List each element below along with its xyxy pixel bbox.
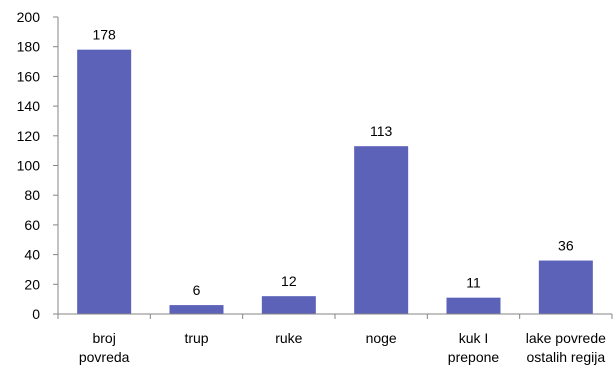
data-label: 113	[370, 123, 393, 139]
x-category-label: lake povrede	[526, 330, 606, 346]
data-label: 12	[281, 273, 297, 289]
y-tick-label: 20	[24, 276, 40, 292]
bar	[446, 297, 501, 314]
x-category-label: povreda	[79, 349, 130, 365]
bar	[77, 49, 132, 315]
y-tick-label: 60	[24, 217, 40, 233]
data-label: 178	[92, 27, 116, 43]
y-tick-label: 200	[17, 9, 41, 25]
x-category-label: noge	[366, 330, 397, 346]
y-tick-label: 160	[17, 68, 41, 84]
x-category-label: kuk I	[459, 330, 489, 346]
x-category-label: ruke	[275, 330, 302, 346]
bar	[538, 260, 593, 314]
y-tick-label: 180	[17, 39, 41, 55]
bar	[169, 305, 224, 314]
y-axis: 0 20 40 60 80 100 120 140 160 180 200	[17, 9, 59, 322]
x-category-label: ostalih regija	[527, 349, 606, 365]
y-tick-label: 100	[17, 158, 41, 174]
y-tick-label: 120	[17, 128, 41, 144]
data-label: 6	[193, 282, 201, 298]
x-category-label: broj	[92, 330, 115, 346]
x-axis: broj povreda trup ruke noge kuk I prepone lake …	[57, 313, 613, 365]
bar	[261, 296, 316, 314]
y-tick-label: 0	[32, 306, 40, 322]
bar	[354, 146, 409, 314]
x-category-label: prepone	[448, 349, 500, 365]
y-tick-label: 40	[24, 247, 40, 263]
bars-group: 178 6 12 113 11 36	[77, 27, 593, 315]
x-category-label: trup	[184, 330, 208, 346]
y-tick-label: 80	[24, 187, 40, 203]
data-label: 36	[558, 238, 574, 254]
data-label: 11	[466, 275, 481, 291]
y-tick-label: 140	[17, 98, 41, 114]
